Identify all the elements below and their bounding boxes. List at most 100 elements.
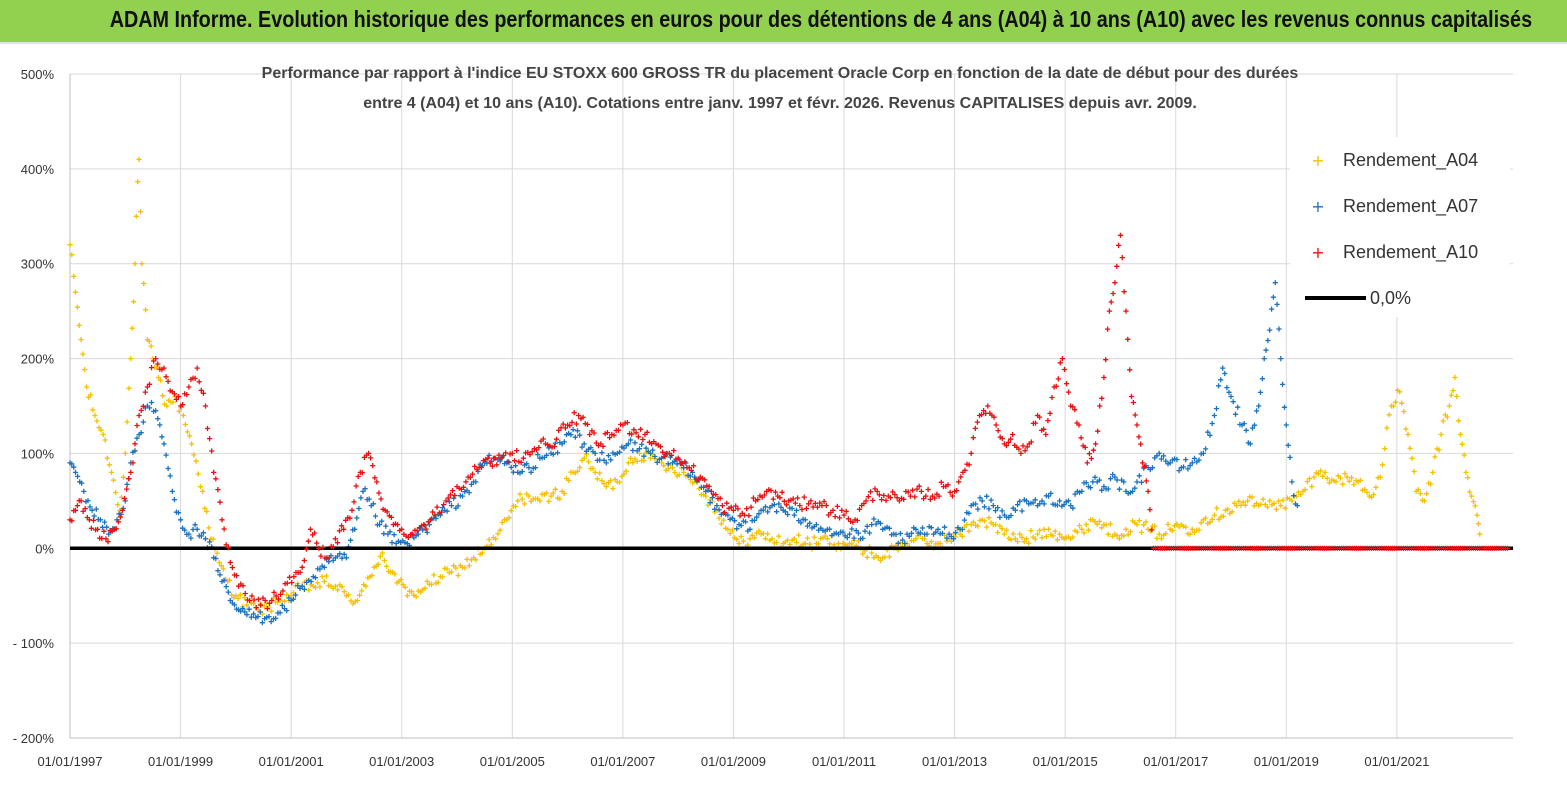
data-point-marker — [1143, 478, 1149, 484]
data-point-marker — [1331, 478, 1337, 484]
data-point-marker — [1110, 471, 1116, 478]
data-point-marker — [202, 403, 209, 409]
data-point-marker — [74, 503, 80, 509]
data-point-marker — [1276, 326, 1282, 332]
data-point-marker — [590, 449, 596, 455]
data-point-marker — [519, 469, 525, 475]
data-point-marker — [317, 584, 323, 590]
data-point-marker — [814, 504, 821, 510]
data-point-marker — [890, 489, 896, 495]
data-point-marker — [524, 491, 530, 497]
x-tick-label: 01/01/2003 — [369, 754, 434, 769]
data-point-marker — [251, 597, 257, 603]
data-point-marker — [886, 554, 892, 560]
data-point-marker — [959, 533, 965, 539]
data-point-marker — [1149, 465, 1156, 471]
data-point-marker — [242, 590, 248, 597]
data-point-marker — [1107, 521, 1114, 527]
data-point-marker — [849, 541, 855, 547]
data-point-marker — [544, 490, 550, 496]
data-point-marker — [268, 619, 274, 625]
data-point-marker — [1141, 522, 1147, 528]
data-point-marker — [349, 507, 355, 513]
data-point-marker — [1105, 531, 1111, 537]
data-point-marker — [568, 432, 574, 438]
data-point-marker — [1463, 469, 1469, 475]
x-tick-label: 01/01/2005 — [480, 754, 545, 769]
data-point-marker — [701, 484, 707, 490]
data-point-marker — [215, 487, 221, 493]
data-point-marker — [762, 504, 769, 510]
data-point-marker — [1022, 448, 1028, 454]
data-point-marker — [433, 515, 439, 522]
data-point-marker — [1220, 365, 1226, 371]
data-point-marker — [635, 434, 641, 440]
data-point-marker — [372, 513, 379, 519]
data-point-marker — [1001, 531, 1007, 537]
data-point-marker — [1229, 509, 1235, 515]
data-point-marker — [571, 410, 577, 416]
data-point-marker — [631, 427, 637, 433]
data-point-marker — [78, 337, 84, 343]
series-rendement-a10 — [67, 232, 1511, 612]
x-tick-label: 01/01/2001 — [259, 754, 324, 769]
data-point-marker — [369, 573, 375, 579]
data-point-marker — [1008, 512, 1014, 519]
data-point-marker — [217, 572, 223, 578]
data-point-marker — [959, 526, 965, 533]
data-point-marker — [308, 578, 314, 585]
data-point-marker — [528, 469, 534, 475]
data-point-marker — [618, 421, 624, 428]
data-point-marker — [207, 436, 213, 442]
data-point-marker — [719, 503, 725, 509]
data-point-marker — [643, 445, 649, 451]
data-point-marker — [1411, 468, 1417, 475]
data-point-marker — [767, 537, 773, 543]
data-point-marker — [1046, 526, 1052, 532]
data-point-marker — [132, 261, 138, 267]
data-point-marker — [394, 580, 400, 586]
data-point-marker — [281, 598, 288, 604]
data-point-marker — [1132, 412, 1138, 418]
data-point-marker — [986, 506, 992, 512]
data-point-marker — [795, 495, 801, 501]
data-point-marker — [1228, 393, 1234, 400]
data-point-marker — [1337, 475, 1344, 481]
data-point-marker — [1119, 255, 1125, 261]
data-point-marker — [206, 525, 212, 531]
data-point-marker — [1021, 497, 1027, 503]
data-point-marker — [617, 479, 623, 485]
data-point-marker — [485, 455, 491, 461]
data-point-marker — [360, 488, 366, 494]
data-point-marker — [1382, 446, 1388, 452]
data-point-marker — [1003, 443, 1009, 449]
x-tick-label: 01/01/2011 — [812, 754, 876, 769]
data-point-marker — [641, 453, 647, 459]
data-point-marker — [1096, 477, 1103, 483]
data-point-marker — [1452, 374, 1458, 381]
data-point-marker — [1134, 479, 1140, 485]
data-point-marker — [1278, 503, 1284, 509]
data-point-marker — [713, 492, 719, 498]
data-point-marker — [307, 526, 314, 532]
data-point-marker — [317, 566, 323, 572]
data-point-marker — [928, 539, 934, 545]
data-point-marker — [729, 527, 735, 533]
data-point-marker — [821, 498, 827, 505]
data-point-marker — [122, 495, 128, 502]
scatter-chart: 500% 400% 300% 200% 100% 0% - 100% - 200% 01/01… — [0, 44, 1567, 790]
data-point-marker — [1074, 420, 1080, 426]
data-point-marker — [519, 496, 525, 502]
data-point-marker — [1116, 486, 1122, 492]
data-point-marker — [120, 474, 126, 480]
data-point-marker — [778, 504, 784, 510]
data-point-marker — [566, 477, 572, 483]
data-point-marker — [708, 488, 714, 494]
data-point-marker — [184, 429, 191, 435]
data-point-marker — [1085, 527, 1091, 533]
data-point-marker — [1032, 497, 1038, 503]
data-point-marker — [914, 486, 920, 492]
data-point-marker — [1185, 466, 1191, 472]
data-point-marker — [286, 595, 292, 601]
